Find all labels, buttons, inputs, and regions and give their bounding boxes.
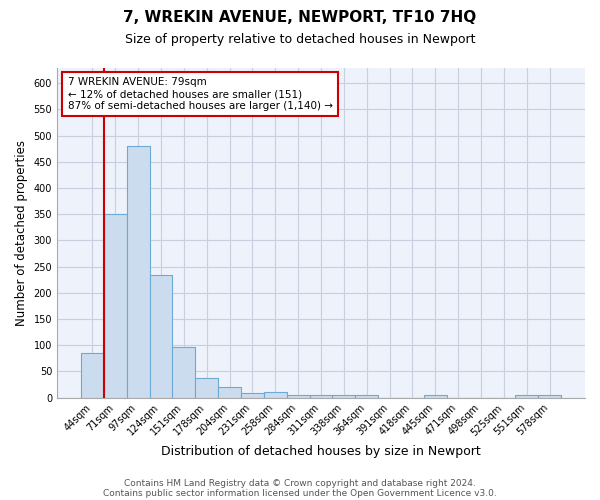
Bar xyxy=(538,395,561,398)
Bar xyxy=(172,347,196,398)
Bar xyxy=(149,274,172,398)
Text: 7 WREKIN AVENUE: 79sqm
← 12% of detached houses are smaller (151)
87% of semi-de: 7 WREKIN AVENUE: 79sqm ← 12% of detached… xyxy=(68,78,332,110)
X-axis label: Distribution of detached houses by size in Newport: Distribution of detached houses by size … xyxy=(161,444,481,458)
Bar xyxy=(196,378,218,398)
Bar xyxy=(310,395,332,398)
Bar xyxy=(424,395,447,398)
Bar xyxy=(104,214,127,398)
Y-axis label: Number of detached properties: Number of detached properties xyxy=(15,140,28,326)
Bar xyxy=(355,395,378,398)
Bar xyxy=(332,395,355,398)
Bar xyxy=(515,395,538,398)
Text: Contains HM Land Registry data © Crown copyright and database right 2024.: Contains HM Land Registry data © Crown c… xyxy=(124,478,476,488)
Bar xyxy=(241,394,264,398)
Text: 7, WREKIN AVENUE, NEWPORT, TF10 7HQ: 7, WREKIN AVENUE, NEWPORT, TF10 7HQ xyxy=(124,10,476,25)
Bar xyxy=(81,353,104,398)
Text: Contains public sector information licensed under the Open Government Licence v3: Contains public sector information licen… xyxy=(103,488,497,498)
Bar xyxy=(127,146,149,398)
Bar xyxy=(264,392,287,398)
Bar xyxy=(287,394,310,398)
Text: Size of property relative to detached houses in Newport: Size of property relative to detached ho… xyxy=(125,32,475,46)
Bar xyxy=(218,387,241,398)
